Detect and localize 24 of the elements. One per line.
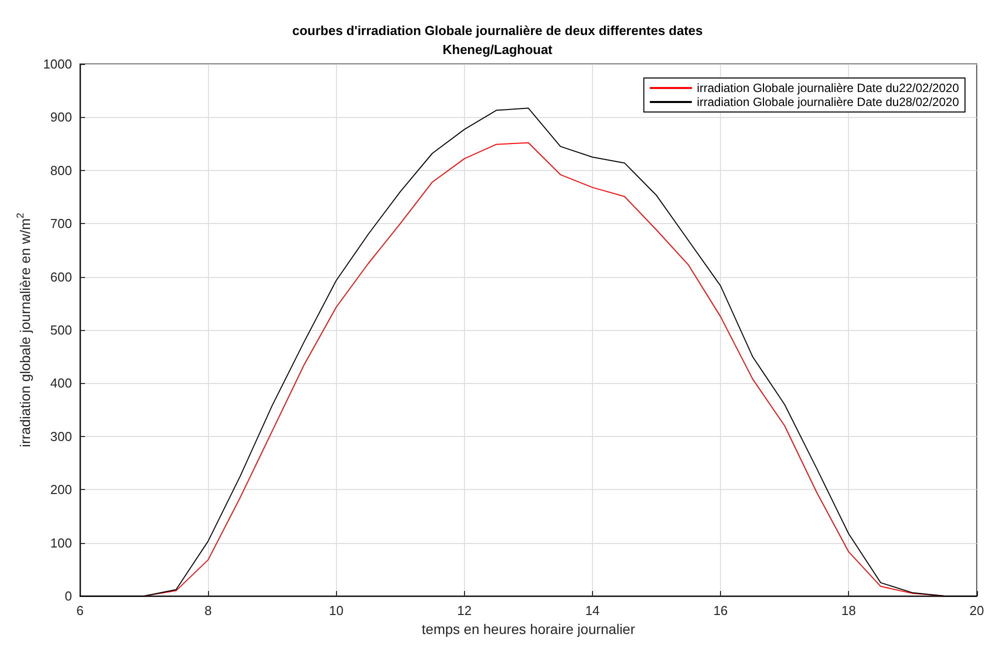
y-tick-label: 400	[50, 376, 72, 391]
x-tick-label: 8	[204, 603, 212, 618]
y-tick-label: 0	[64, 588, 72, 604]
y-tick-label: 300	[50, 428, 72, 444]
x-tick-label: 16	[713, 603, 728, 618]
y-tick-label: 800	[50, 162, 72, 178]
chart-title: courbes d'irradiation Globale journalière de deux differentes dates Kheneg/Laghouat	[292, 23, 703, 57]
y-tick-label: 500	[50, 322, 72, 338]
y-tick-label: 900	[50, 110, 72, 125]
y-tick-label: 600	[50, 269, 72, 284]
legend-label: irradiation Globale journalière Date du28/02/2020	[696, 95, 960, 109]
x-axis-title: temps en heures horaire journalier	[422, 621, 636, 637]
x-tick-label: 12	[457, 603, 472, 618]
y-tick-label: 100	[50, 535, 72, 550]
x-tick-label: 6	[76, 603, 84, 618]
x-tick-label: 18	[841, 603, 856, 618]
y-tick-label: 200	[50, 482, 72, 498]
y-tick-label: 700	[50, 216, 72, 232]
y-axis-title: irradiation globale journalière en w/m2	[16, 212, 33, 448]
x-tick-label: 14	[585, 603, 600, 618]
legend-label: irradiation Globale journalière Date du22/02/2020	[696, 81, 960, 95]
x-tick-label: 10	[328, 603, 344, 618]
x-tick-label: 20	[970, 603, 984, 618]
y-tick-label: 1000	[43, 56, 72, 72]
